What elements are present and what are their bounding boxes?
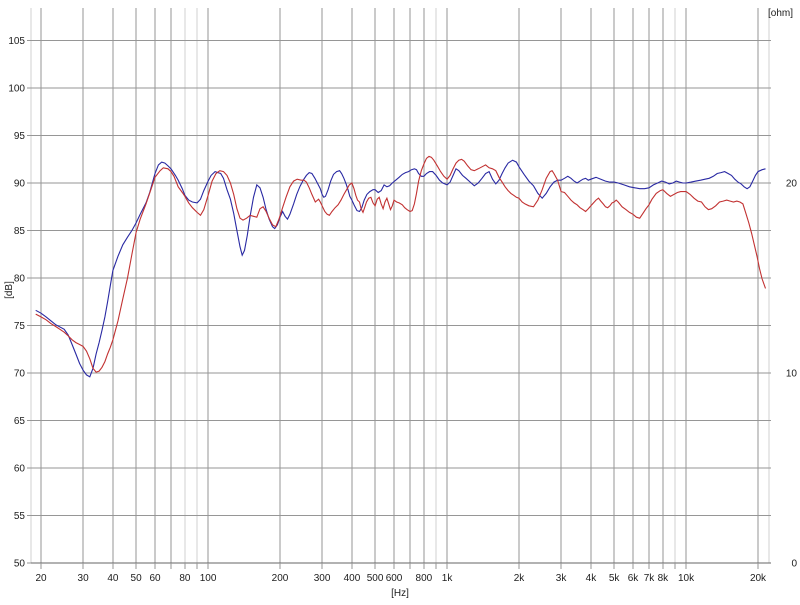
x-tick-label-20: 20 bbox=[35, 573, 47, 584]
y-left-tick-label: 50 bbox=[14, 559, 26, 570]
curve-red bbox=[35, 155, 767, 373]
x-tick-label-7k: 7k bbox=[644, 573, 656, 584]
y-right-axis-unit-label: [ohm] bbox=[768, 8, 793, 19]
y-left-tick-label: 90 bbox=[14, 179, 26, 190]
x-tick-label-50: 50 bbox=[131, 573, 143, 584]
curve-blue bbox=[35, 159, 766, 378]
x-axis-unit-label: [Hz] bbox=[391, 588, 409, 599]
x-tick-label-30: 30 bbox=[78, 573, 90, 584]
y-right-tick-label: 0 bbox=[791, 559, 797, 570]
x-tick-label-3k: 3k bbox=[556, 573, 568, 584]
y-left-tick-label: 75 bbox=[14, 321, 26, 332]
y-left-tick-label: 85 bbox=[14, 226, 26, 237]
x-tick-label-8k: 8k bbox=[658, 573, 670, 584]
x-tick-label-4k: 4k bbox=[586, 573, 598, 584]
y-left-tick-label: 70 bbox=[14, 369, 26, 380]
y-left-tick-label: 80 bbox=[14, 274, 26, 285]
x-tick-label-400: 400 bbox=[344, 573, 361, 584]
x-tick-label-2k: 2k bbox=[514, 573, 526, 584]
x-tick-label-100: 100 bbox=[200, 573, 217, 584]
y-left-tick-label: 65 bbox=[14, 416, 26, 427]
y-left-tick-label: 100 bbox=[8, 84, 25, 95]
x-tick-label-800: 800 bbox=[416, 573, 433, 584]
y-right-tick-label: 10 bbox=[786, 369, 798, 380]
y-left-tick-label: 105 bbox=[8, 36, 25, 47]
x-tick-label-60: 60 bbox=[149, 573, 161, 584]
y-left-tick-label: 60 bbox=[14, 464, 26, 475]
x-tick-label-40: 40 bbox=[107, 573, 119, 584]
x-tick-label-600: 600 bbox=[386, 573, 403, 584]
x-tick-label-80: 80 bbox=[179, 573, 191, 584]
x-tick-label-20k: 20k bbox=[750, 573, 767, 584]
y-left-tick-label: 95 bbox=[14, 131, 26, 142]
y-left-tick-label: 55 bbox=[14, 511, 26, 522]
y-right-tick-label: 20 bbox=[786, 179, 798, 190]
x-tick-label-200: 200 bbox=[272, 573, 289, 584]
x-tick-label-10k: 10k bbox=[678, 573, 695, 584]
x-tick-label-6k: 6k bbox=[628, 573, 640, 584]
x-tick-label-5k: 5k bbox=[609, 573, 621, 584]
x-tick-label-300: 300 bbox=[314, 573, 331, 584]
y-left-axis-unit-label: [dB] bbox=[4, 281, 15, 299]
x-tick-label-1k: 1k bbox=[442, 573, 454, 584]
x-tick-label-500: 500 bbox=[367, 573, 384, 584]
